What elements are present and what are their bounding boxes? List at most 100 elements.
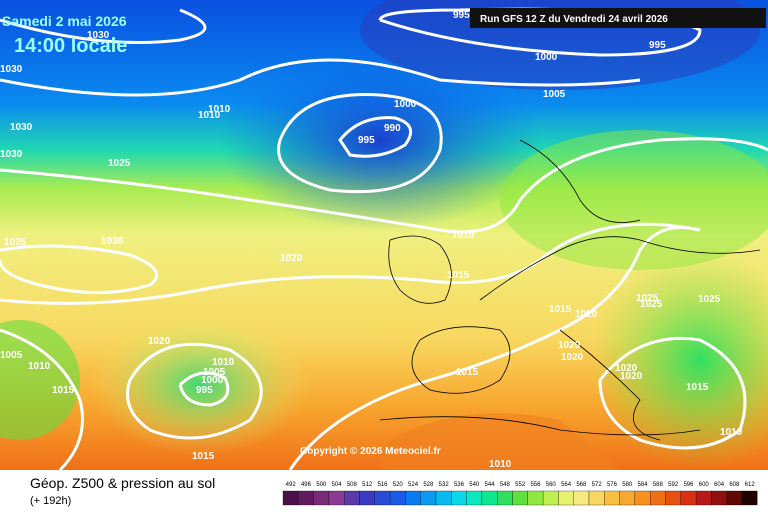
legend-swatch — [741, 490, 758, 506]
isobar-label: 1025 — [4, 237, 27, 248]
isobar-label: 1000 — [394, 99, 417, 110]
isobar-label: 1020 — [558, 340, 581, 351]
legend-label: 596 — [683, 482, 694, 488]
legend-label: 508 — [347, 482, 358, 488]
legend-label: 608 — [729, 482, 740, 488]
isobar-label: 1010 — [198, 110, 221, 121]
isobar-label: 995 — [196, 385, 213, 396]
legend-label: 600 — [699, 482, 710, 488]
legend-label: 556 — [530, 482, 541, 488]
legend-label: 584 — [638, 482, 649, 488]
isobar-label: 1025 — [640, 299, 663, 310]
isobar-label: 1015 — [52, 385, 75, 396]
isobar-label: 1010 — [208, 104, 231, 115]
legend-label: 564 — [561, 482, 572, 488]
map-area: 9951030103099510001005100099099510101010… — [0, 0, 768, 472]
legend-label: 496 — [301, 482, 312, 488]
legend-label: 524 — [408, 482, 419, 488]
legend-label: 572 — [592, 482, 603, 488]
legend-swatch — [481, 490, 498, 506]
legend-label: 580 — [622, 482, 633, 488]
color-legend: 492 496 500 504 508 512 516 520 524 528 532 536 540 5… — [282, 482, 758, 506]
legend-swatch — [328, 490, 345, 506]
isobar-label: 1010 — [720, 427, 743, 438]
isobar-label: 1010 — [452, 230, 475, 241]
legend-label: 520 — [393, 482, 404, 488]
legend-label: 540 — [469, 482, 480, 488]
legend-label: 588 — [653, 482, 664, 488]
isobar-label: 1030 — [87, 30, 110, 41]
legend-swatch — [374, 490, 391, 506]
isobar-label: 1000 — [201, 375, 224, 386]
isobar-label: 1030 — [101, 236, 124, 247]
legend-swatch — [588, 490, 605, 506]
legend-label: 560 — [546, 482, 557, 488]
isobar-label: 1010 — [489, 459, 512, 470]
isobar-label: 1005 — [543, 89, 566, 100]
legend-label: 592 — [668, 482, 679, 488]
isobar-label: 1020 — [615, 363, 638, 374]
legend-label: 548 — [500, 482, 511, 488]
legend-label: 516 — [377, 482, 388, 488]
isobar-label: 1020 — [148, 336, 171, 347]
legend-swatch — [604, 490, 620, 506]
isobar-label: 1030 — [0, 149, 23, 160]
legend-swatch — [665, 490, 681, 506]
legend-swatch — [573, 490, 590, 506]
footer-title: Géop. Z500 & pression au sol — [30, 475, 215, 491]
isobar-label: 1015 — [192, 451, 215, 462]
isobar-label: 1030 — [0, 64, 23, 75]
legend-label: 528 — [423, 482, 434, 488]
isobar-label: 1005 — [0, 350, 23, 361]
legend-swatch — [619, 490, 636, 506]
legend-label: 512 — [362, 482, 373, 488]
legend-label: 504 — [332, 482, 343, 488]
isobar-label: 1015 — [456, 367, 479, 378]
legend-swatch — [726, 490, 743, 506]
legend-swatch — [451, 490, 467, 506]
isobar-label: 1000 — [535, 52, 558, 63]
legend-swatch — [466, 490, 483, 506]
isobar-label: 1020 — [620, 371, 643, 382]
run-box — [470, 8, 766, 28]
legend-label: 552 — [515, 482, 526, 488]
isobar-label: 990 — [384, 123, 401, 134]
isobar-label: 995 — [358, 135, 375, 146]
legend-swatch — [282, 490, 299, 506]
isobar-label: 1025 — [108, 158, 131, 169]
legend-swatch — [359, 490, 375, 506]
isobar-label: 1015 — [447, 270, 470, 281]
footer-subtitle: (+ 192h) — [30, 495, 71, 507]
legend-label: 492 — [286, 482, 297, 488]
legend-swatch — [497, 490, 513, 506]
isobar-labels: 9951030103099510001005100099099510101010… — [0, 10, 743, 470]
isobar-label: 1010 — [212, 357, 235, 368]
isobar-label: 1020 — [561, 352, 584, 363]
legend-label: 536 — [454, 482, 465, 488]
legend-label: 604 — [714, 482, 725, 488]
coastlines — [379, 139, 761, 441]
legend-swatch — [680, 490, 697, 506]
legend-swatch — [389, 490, 406, 506]
isobar-label: 1020 — [575, 309, 598, 320]
legend-swatch — [558, 490, 574, 506]
isobar-label: 1025 — [698, 294, 721, 305]
legend-swatch — [695, 490, 712, 506]
isobar-label: 1005 — [203, 367, 226, 378]
legend-swatch — [313, 490, 330, 506]
isobar-label: 1020 — [280, 253, 303, 264]
legend-swatch — [344, 490, 360, 506]
legend-swatch — [435, 490, 452, 506]
legend-label: 500 — [316, 482, 327, 488]
legend-swatch — [298, 490, 314, 506]
legend-swatch — [405, 490, 421, 506]
isobars — [0, 7, 768, 472]
legend-label: 544 — [485, 482, 496, 488]
legend-swatch — [420, 490, 437, 506]
legend-swatch — [527, 490, 544, 506]
legend-swatch — [711, 490, 727, 506]
run-info: Run GFS 12 Z du Vendredi 24 avril 2026 — [480, 14, 668, 25]
legend-label: 568 — [576, 482, 587, 488]
isobar-label: 1010 — [28, 361, 51, 372]
